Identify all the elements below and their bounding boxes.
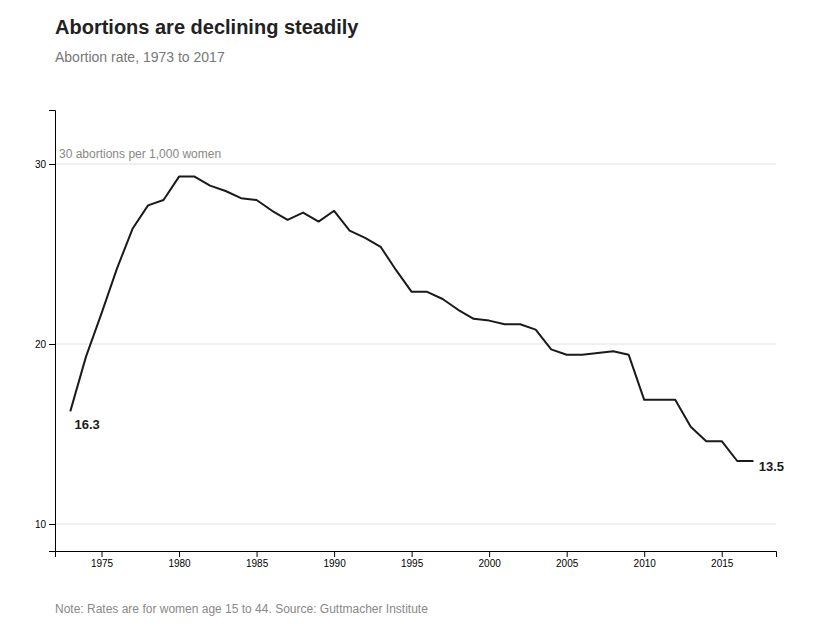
note: Note: Rates are for women age 15 to 44. … bbox=[55, 602, 428, 616]
x-tick-label: 1990 bbox=[323, 558, 346, 569]
x-tick-label: 2005 bbox=[556, 558, 579, 569]
y-tick-label: 20 bbox=[35, 339, 47, 350]
y-tick-label: 30 bbox=[35, 159, 47, 170]
x-tick-mark bbox=[489, 551, 490, 557]
y-axis: 10 20 30 bbox=[35, 111, 56, 552]
y-axis-line bbox=[49, 111, 56, 552]
y-tick-mark bbox=[49, 164, 55, 165]
grid-line bbox=[55, 164, 776, 165]
x-tick-label: 2015 bbox=[711, 558, 734, 569]
title: Abortions are declining steadily bbox=[55, 16, 359, 38]
x-tick: 2010 bbox=[634, 551, 657, 569]
x-axis-line bbox=[56, 552, 777, 558]
x-axis: 1975 1980 1985 1990 1995 2000 2005 2010 2015 bbox=[56, 551, 777, 569]
x-tick: 1995 bbox=[401, 551, 424, 569]
y-tick: 30 bbox=[35, 159, 55, 170]
x-tick-label: 1980 bbox=[168, 558, 191, 569]
x-tick-label: 1985 bbox=[246, 558, 269, 569]
chart: Abortions are declining steadily Abortion… bbox=[0, 0, 821, 631]
y-tick-label: 10 bbox=[35, 519, 47, 530]
subtitle: Abortion rate, 1973 to 2017 bbox=[55, 49, 225, 65]
grid-line bbox=[55, 344, 776, 345]
x-tick-mark bbox=[334, 551, 335, 557]
y-tick-mark bbox=[49, 344, 55, 345]
x-tick-mark bbox=[722, 551, 723, 557]
grid-line bbox=[55, 524, 776, 525]
x-tick-mark bbox=[644, 551, 645, 557]
grid bbox=[55, 164, 776, 524]
line bbox=[71, 177, 753, 461]
x-tick-label: 1995 bbox=[401, 558, 424, 569]
x-tick-mark bbox=[567, 551, 568, 557]
y-tick: 20 bbox=[35, 339, 55, 350]
y-label: 30 abortions per 1,000 women bbox=[59, 147, 221, 161]
annotation: 13.5 bbox=[759, 459, 784, 474]
x-tick-mark bbox=[102, 551, 103, 557]
x-tick-mark bbox=[412, 551, 413, 557]
x-tick-mark bbox=[179, 551, 180, 557]
x-tick: 1975 bbox=[91, 551, 114, 569]
x-tick: 2005 bbox=[556, 551, 579, 569]
plot: 1975 1980 1985 1990 1995 2000 2005 2010 2015 10 20… bbox=[35, 111, 784, 570]
x-tick: 1985 bbox=[246, 551, 269, 569]
x-tick-label: 2000 bbox=[479, 558, 502, 569]
x-tick: 1990 bbox=[323, 551, 346, 569]
x-tick-label: 1975 bbox=[91, 558, 114, 569]
x-tick-label: 2010 bbox=[634, 558, 657, 569]
y-tick-mark bbox=[49, 524, 55, 525]
x-tick-mark bbox=[257, 551, 258, 557]
x-tick: 2000 bbox=[479, 551, 502, 569]
y-tick: 10 bbox=[35, 519, 55, 530]
annotation: 16.3 bbox=[75, 417, 100, 432]
marks bbox=[71, 177, 753, 461]
x-tick: 1980 bbox=[168, 551, 191, 569]
x-tick: 2015 bbox=[711, 551, 734, 569]
